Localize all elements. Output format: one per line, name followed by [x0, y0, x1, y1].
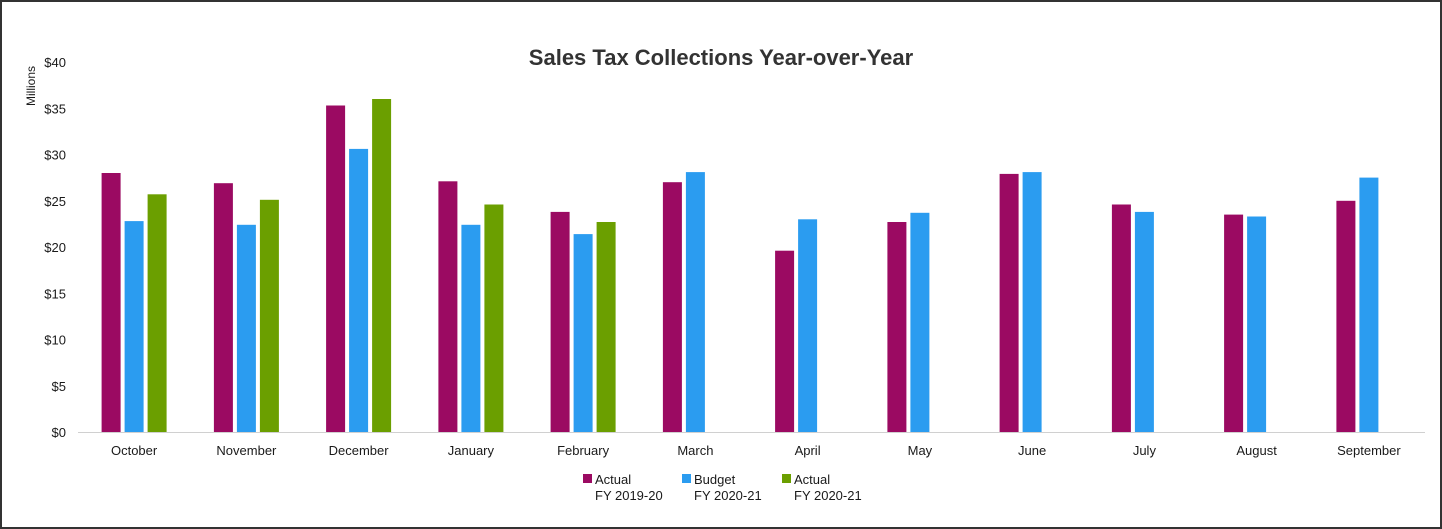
bars: [101, 99, 1379, 433]
y-tick-label: $15: [44, 286, 66, 301]
x-tick-label: February: [557, 443, 610, 458]
x-tick-label: June: [1018, 443, 1046, 458]
x-tick-label: November: [216, 443, 277, 458]
bar: [1224, 214, 1244, 432]
legend-label: Actual: [794, 472, 830, 487]
x-tick-label: March: [677, 443, 713, 458]
x-axis-ticks: October November December January February Ma…: [111, 443, 1401, 458]
legend-swatch: [782, 474, 791, 483]
bar: [999, 173, 1019, 432]
x-tick-label: September: [1337, 443, 1401, 458]
bar: [910, 212, 930, 432]
y-tick-label: $5: [52, 379, 66, 394]
x-tick-label: October: [111, 443, 158, 458]
x-tick-label: April: [795, 443, 821, 458]
y-tick-label: $0: [52, 425, 66, 440]
y-tick-label: $25: [44, 194, 66, 209]
legend-label: FY 2020-21: [794, 488, 862, 503]
bar: [259, 199, 279, 432]
bar: [1022, 172, 1042, 432]
legend-label: Budget: [694, 472, 736, 487]
bar: [550, 211, 570, 432]
bar: [438, 181, 458, 432]
bar: [685, 172, 705, 432]
bar: [662, 182, 682, 432]
legend-label: Actual: [595, 472, 631, 487]
bar: [887, 222, 907, 432]
y-axis-ticks: $0 $5 $10 $15 $20 $25 $30 $35 $40: [44, 55, 66, 440]
bar: [349, 148, 369, 432]
legend-swatch: [583, 474, 592, 483]
y-axis-label: Millions: [24, 66, 38, 106]
bar: [596, 222, 616, 432]
bar: [1134, 211, 1154, 432]
bar: [461, 224, 481, 432]
bar: [236, 224, 256, 432]
legend-label: FY 2020-21: [694, 488, 762, 503]
y-tick-label: $35: [44, 101, 66, 116]
bar: [101, 173, 121, 432]
x-tick-label: May: [908, 443, 933, 458]
bar: [147, 194, 167, 432]
bar: [124, 221, 144, 432]
bar: [326, 105, 346, 432]
bar: [573, 234, 593, 432]
bar: [1359, 177, 1379, 432]
bar: [1336, 200, 1356, 433]
y-tick-label: $20: [44, 240, 66, 255]
x-tick-label: August: [1236, 443, 1277, 458]
y-tick-label: $30: [44, 148, 66, 163]
y-tick-label: $10: [44, 333, 66, 348]
bar: [213, 183, 233, 432]
bar: [484, 204, 504, 432]
legend-swatch: [682, 474, 691, 483]
bar: [372, 99, 392, 432]
x-tick-label: July: [1133, 443, 1157, 458]
bar: [775, 250, 795, 432]
chart-title: Sales Tax Collections Year-over-Year: [529, 45, 914, 70]
bar: [1247, 216, 1267, 432]
x-tick-label: January: [448, 443, 495, 458]
bar: [798, 219, 818, 432]
legend-label: FY 2019-20: [595, 488, 663, 503]
bar: [1111, 204, 1131, 432]
x-tick-label: December: [329, 443, 390, 458]
y-tick-label: $40: [44, 55, 66, 70]
